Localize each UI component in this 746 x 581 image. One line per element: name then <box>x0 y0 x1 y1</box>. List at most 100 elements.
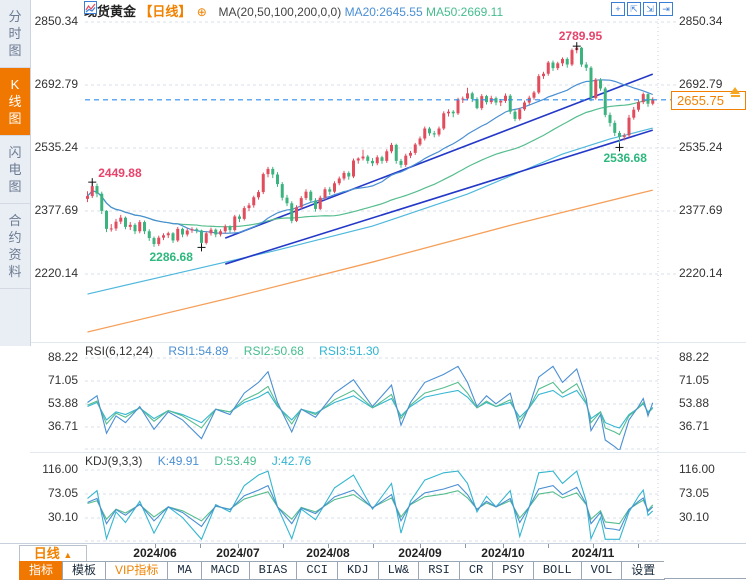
period-button-label: 日线 <box>33 546 60 561</box>
axis-tick <box>328 544 329 548</box>
axis-tick <box>155 544 156 548</box>
rsi3-value: RSI3:51.30 <box>319 344 380 358</box>
axis-tick <box>548 544 549 548</box>
y-axis-label: 30.10 <box>47 510 78 524</box>
tab-lw[interactable]: LW& <box>377 561 420 580</box>
tab-macd[interactable]: MACD <box>200 561 250 580</box>
playback-icon[interactable]: ⇲ <box>643 2 657 16</box>
y-axis-label: 2377.69 <box>34 203 78 217</box>
ma50-value: MA50:2669.11 <box>425 5 504 19</box>
pan-icon[interactable]: + <box>611 2 625 16</box>
price-annotation: 2286.68 <box>149 250 193 265</box>
x-axis-date: 2024/09 <box>398 546 442 560</box>
sidebar-item-label: K线图 <box>8 77 22 126</box>
tab-rsi[interactable]: RSI <box>418 561 460 580</box>
y-axis-label: 88.22 <box>47 350 78 364</box>
ma20-value: MA20:2645.55 <box>344 5 423 19</box>
period-label: 【日线】 <box>139 4 192 19</box>
tab-vip-indicator[interactable]: VIP指标 <box>105 561 169 580</box>
tab-ma[interactable]: MA <box>167 561 202 580</box>
sidebar-item-contract-info[interactable]: 合约资料 <box>0 204 30 289</box>
price-annotation: 2789.95 <box>558 29 603 44</box>
triangle-base <box>730 95 740 97</box>
rsi-header: RSI(6,12,24) RSI1:54.89 RSI2:50.68 RSI3:… <box>85 344 391 358</box>
y-axis-label: 2535.24 <box>34 140 78 154</box>
y-axis-label: 116.00 <box>42 462 78 476</box>
axis-tick <box>283 544 284 548</box>
axis-tick <box>593 544 594 548</box>
sidebar-item-label: 闪电图 <box>8 145 22 194</box>
axis-tick <box>200 544 201 548</box>
symbol-name: 现货黄金 <box>84 4 137 19</box>
rsi2-value: RSI2:50.68 <box>243 344 304 358</box>
kdj-d-value: D:53.49 <box>214 454 257 468</box>
toolbar-spacer <box>664 561 746 579</box>
tab-cci[interactable]: CCI <box>296 561 339 580</box>
y-axis-label: 71.05 <box>47 373 78 387</box>
x-axis-date: 2024/07 <box>216 546 260 560</box>
y-axis-label: 88.22 <box>679 350 710 364</box>
tab-bias[interactable]: BIAS <box>248 561 298 580</box>
y-axis-label: 116.00 <box>679 462 715 476</box>
current-price-tag[interactable]: 2655.75 <box>671 91 746 110</box>
axis-tick <box>503 544 504 548</box>
price-alert-icon[interactable] <box>728 87 742 97</box>
up-triangle-icon <box>730 87 740 94</box>
y-axis-label: 2850.34 <box>34 14 78 28</box>
tab-settings[interactable]: 设置 <box>621 561 666 580</box>
y-axis-label: 53.88 <box>679 396 710 410</box>
chart-toolbar: + ⇱ ⇲ ⇥ <box>611 2 673 16</box>
date-axis-row: 日线 ▲ 2024/06 2024/07 2024/08 2024/09 2024/10… <box>0 543 746 563</box>
y-axis-label: 2377.69 <box>679 203 723 217</box>
axis-tick <box>420 544 421 548</box>
sidebar-item-label: 合约资料 <box>8 213 22 279</box>
y-axis-label: 2220.14 <box>679 266 723 280</box>
y-axis-label: 2535.24 <box>679 140 723 154</box>
axis-tick <box>638 544 639 548</box>
sidebar-item-timeshare[interactable]: 分时图 <box>0 0 30 68</box>
panel-separator <box>30 452 746 453</box>
rsi1-value: RSI1:54.89 <box>168 344 229 358</box>
tab-indicator[interactable]: 指标 <box>19 561 64 580</box>
sidebar-item-kline[interactable]: K线图 <box>0 68 30 136</box>
kdj-k-value: K:49.91 <box>157 454 200 468</box>
y-axis-label: 36.71 <box>679 419 710 433</box>
tab-psy[interactable]: PSY <box>492 561 534 580</box>
y-axis-label: 73.05 <box>47 486 78 500</box>
y-axis-label: 73.05 <box>679 486 710 500</box>
price-annotation: 2536.68 <box>603 151 647 166</box>
y-axis-label: 2220.14 <box>34 266 78 280</box>
x-axis-date: 2024/06 <box>133 546 177 560</box>
tab-template[interactable]: 模板 <box>62 561 107 580</box>
y-axis-label: 2692.79 <box>34 77 78 91</box>
sidebar-item-lightning[interactable]: 闪电图 <box>0 136 30 204</box>
sidebar: 分时图 K线图闪电图合约资料 <box>0 0 31 346</box>
kdj-title[interactable]: KDJ(9,3,3) <box>85 454 143 468</box>
x-axis-date: 2024/10 <box>481 546 525 560</box>
y-axis-label: 30.10 <box>679 510 710 524</box>
y-axis-label: 36.71 <box>47 419 78 433</box>
tab-vol[interactable]: VOL <box>580 561 623 580</box>
rsi-title[interactable]: RSI(6,12,24) <box>85 344 154 358</box>
tab-kdj[interactable]: KDJ <box>337 561 379 580</box>
x-axis-date: 2024/11 <box>571 546 615 560</box>
kdj-header: KDJ(9,3,3) K:49.91 D:53.49 J:42.76 <box>85 454 323 468</box>
price-annotation: 2449.88 <box>98 166 142 181</box>
panel-separator <box>30 342 746 343</box>
ma-settings-label[interactable]: MA(20,50,100,200,0,0) <box>218 5 342 19</box>
y-axis-label: 2692.79 <box>679 77 723 91</box>
kdj-j-value: J:42.76 <box>271 454 312 468</box>
axis-tick <box>373 544 374 548</box>
chart-header: 现货黄金 【日线】 ⊕ MA(20,50,100,200,0,0) MA20:2… <box>84 1 503 20</box>
x-axis-date: 2024/08 <box>306 546 350 560</box>
tab-cr[interactable]: CR <box>458 561 494 580</box>
add-indicator-icon[interactable]: ⊕ <box>196 5 207 19</box>
indicator-toolbar: 指标 模板 VIP指标 MA MACD BIAS CCI KDJ LW& RSI CR PSY BOLL… <box>19 561 746 580</box>
zoom-area-icon[interactable]: ⇱ <box>627 2 641 16</box>
chevron-up-icon: ▲ <box>63 550 73 560</box>
detach-icon[interactable]: ⇥ <box>659 2 673 16</box>
y-axis-label: 71.05 <box>679 373 710 387</box>
tab-boll[interactable]: BOLL <box>532 561 582 580</box>
